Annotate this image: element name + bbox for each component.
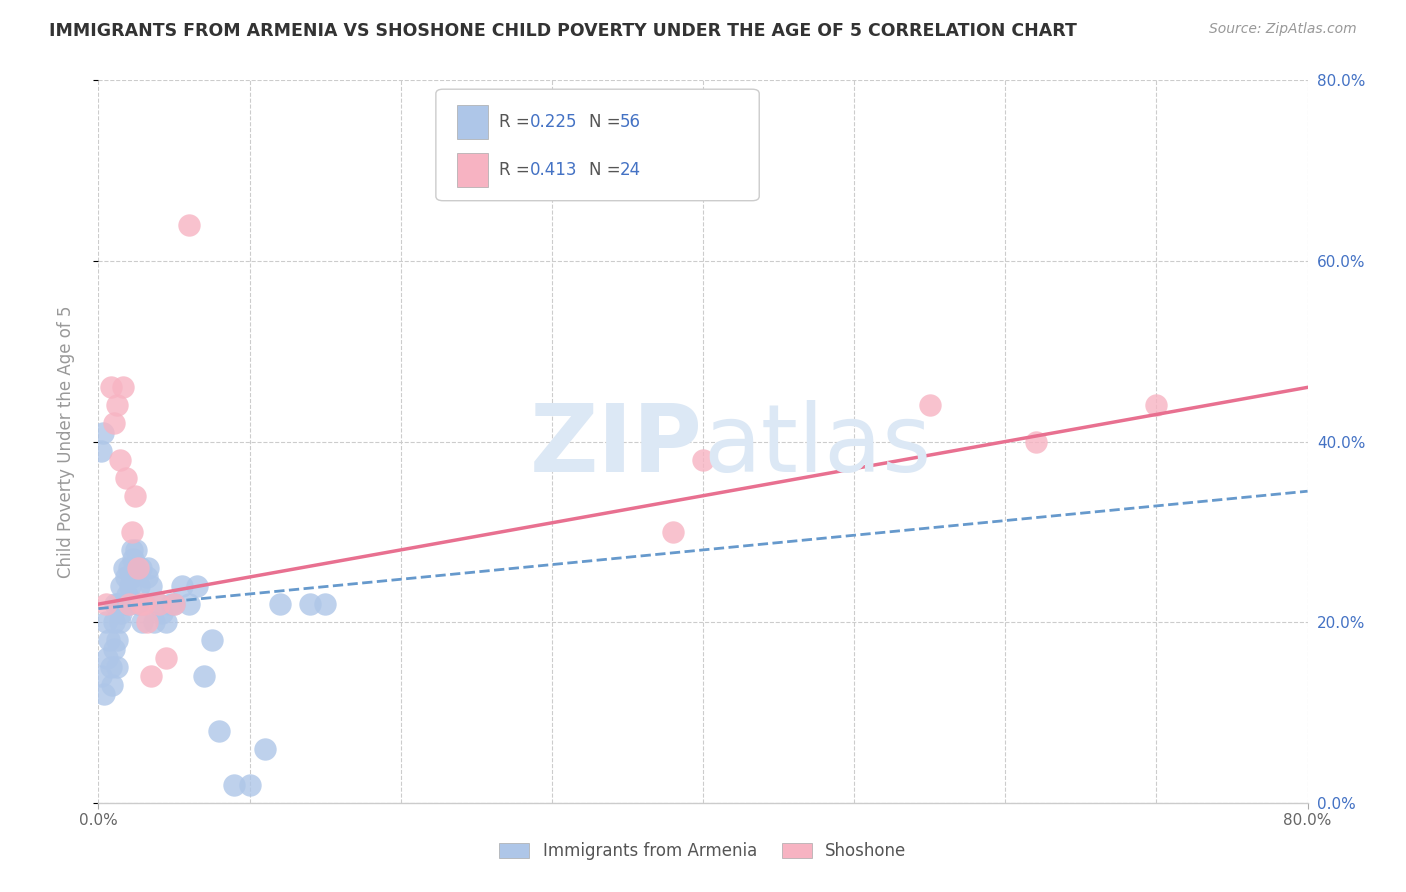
Point [107,597,129,611]
Point [111,597,134,611]
Point [98,633,121,648]
Point [96,651,118,665]
Text: N =: N = [589,161,626,179]
Point [128,579,150,593]
Point [193,669,215,683]
Point [692,452,714,467]
Point [135,615,157,630]
Text: N =: N = [589,113,626,131]
Point [135,570,157,584]
Point [155,651,177,665]
Point [103,417,125,431]
Point [253,741,276,756]
Point [224,778,246,792]
Point [170,579,193,593]
Point [141,669,163,683]
Point [114,471,136,485]
Text: R =: R = [499,113,536,131]
Point [269,597,291,611]
Point [163,597,186,611]
Point [661,524,683,539]
Point [148,597,170,611]
Point [179,597,201,611]
Point [103,642,125,657]
Point [299,597,322,611]
Point [112,561,135,575]
Point [115,588,138,602]
Point [129,597,152,611]
Point [155,615,177,630]
Point [124,489,146,503]
Point [90,669,112,683]
Text: R =: R = [499,161,536,179]
Point [163,597,186,611]
Point [132,597,155,611]
Point [91,425,114,440]
Text: 0.225: 0.225 [530,113,578,131]
Text: ZIP: ZIP [530,400,703,492]
Point [105,633,128,648]
Point [136,561,159,575]
Text: 56: 56 [620,113,641,131]
Point [314,597,336,611]
Point [160,597,183,611]
Point [1024,434,1046,449]
Text: Source: ZipAtlas.com: Source: ZipAtlas.com [1209,22,1357,37]
Point [125,542,148,557]
Point [105,398,128,412]
Point [121,570,143,584]
Y-axis label: Child Poverty Under the Age of 5: Child Poverty Under the Age of 5 [56,305,75,578]
Text: 0.413: 0.413 [530,161,578,179]
Point [110,606,132,620]
Point [918,398,941,412]
Point [108,615,131,630]
Point [114,570,136,584]
Point [105,660,128,674]
Point [208,723,231,738]
Point [141,579,163,593]
Point [103,615,125,630]
Point [124,561,146,575]
Point [100,380,122,394]
Point [108,452,131,467]
Point [90,443,112,458]
Point [110,579,132,593]
Point [118,597,141,611]
Text: 24: 24 [620,161,641,179]
Point [127,597,149,611]
Point [131,615,153,630]
Point [1144,398,1167,412]
Point [100,660,122,674]
Point [143,615,166,630]
Point [186,579,208,593]
Point [122,552,145,566]
Point [94,597,117,611]
Point [101,678,124,692]
Point [93,687,115,701]
Point [111,380,134,394]
Point [118,561,141,575]
Point [132,597,155,611]
Point [104,597,127,611]
Point [94,615,117,630]
Point [121,542,143,557]
Point [127,561,149,575]
Point [129,561,152,575]
Point [121,524,143,539]
Point [150,606,173,620]
Legend: Immigrants from Armenia, Shoshone: Immigrants from Armenia, Shoshone [492,836,914,867]
Text: IMMIGRANTS FROM ARMENIA VS SHOSHONE CHILD POVERTY UNDER THE AGE OF 5 CORRELATION: IMMIGRANTS FROM ARMENIA VS SHOSHONE CHIL… [49,22,1077,40]
Point [148,597,170,611]
Point [239,778,262,792]
Point [118,597,141,611]
Point [179,218,201,232]
Point [201,633,224,648]
Text: atlas: atlas [703,400,931,492]
Point [120,579,142,593]
